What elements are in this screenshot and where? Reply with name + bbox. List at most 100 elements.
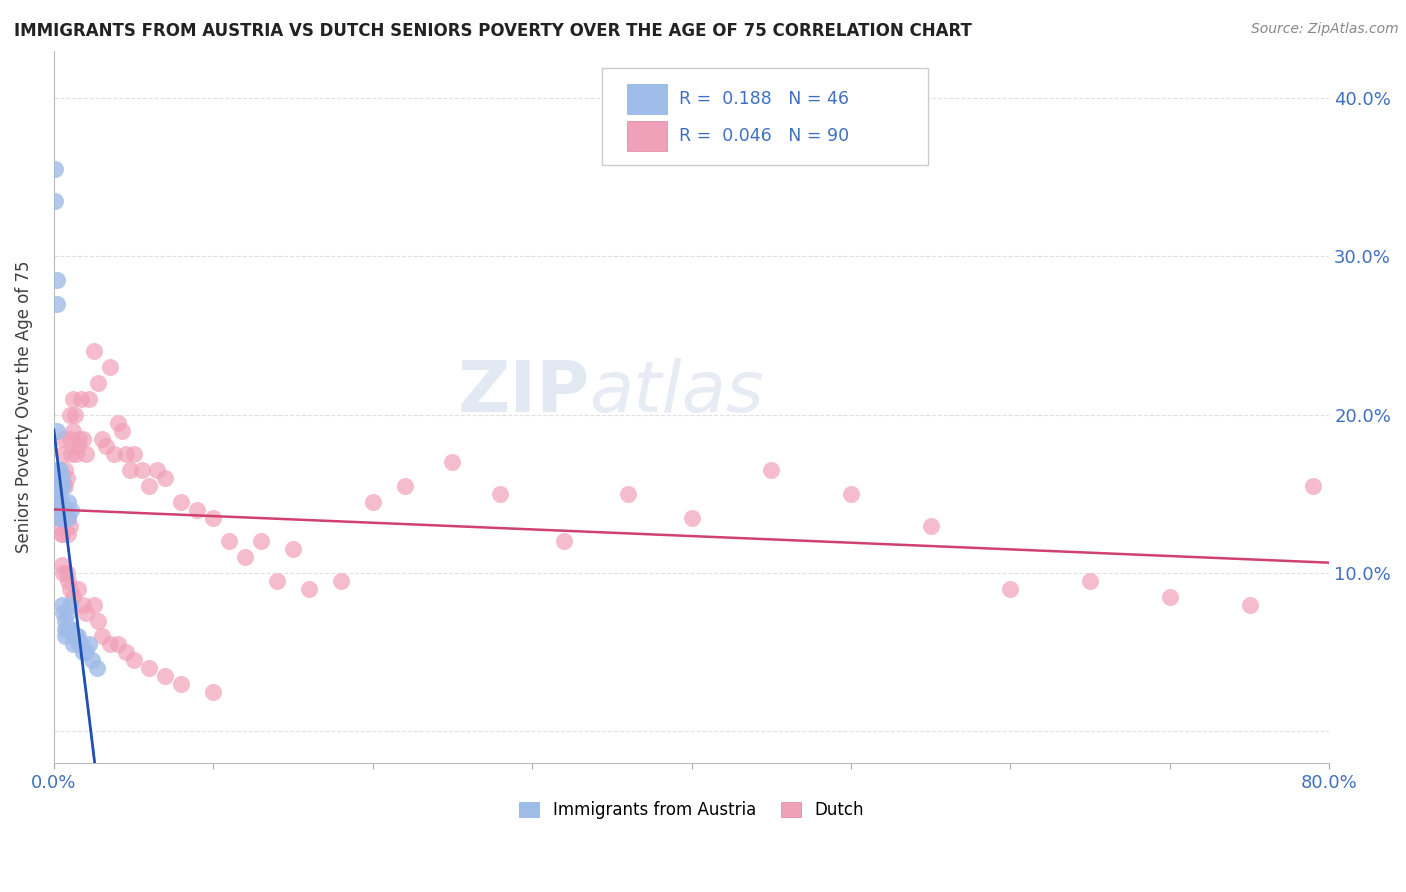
Point [65, 447, 87, 461]
Point [62, 424, 84, 438]
Point [46, 297, 69, 311]
Point [56, 526, 79, 541]
Point [55, 510, 77, 524]
Point [60, 622, 83, 636]
Point [59, 518, 82, 533]
Point [394, 479, 416, 493]
Point [48, 471, 70, 485]
Legend: Immigrants from Austria, Dutch: Immigrants from Austria, Dutch [513, 795, 870, 826]
Point [218, 534, 240, 549]
Point [82, 653, 104, 667]
Point [87, 614, 110, 628]
Point [55, 606, 77, 620]
Point [59, 598, 82, 612]
Point [55, 471, 77, 485]
Point [51, 471, 73, 485]
FancyBboxPatch shape [627, 121, 668, 151]
Point [103, 447, 125, 461]
Point [77, 637, 100, 651]
Point [298, 582, 321, 596]
Point [52, 606, 75, 620]
Point [59, 408, 82, 422]
Point [122, 653, 145, 667]
Point [46, 424, 69, 438]
Point [66, 582, 89, 596]
Point [60, 447, 83, 461]
Point [281, 542, 304, 557]
Point [63, 630, 86, 644]
Point [75, 447, 97, 461]
FancyBboxPatch shape [627, 84, 668, 114]
Point [55, 622, 77, 636]
Point [120, 463, 142, 477]
Text: R =  0.046   N = 90: R = 0.046 N = 90 [679, 128, 849, 145]
Point [202, 685, 225, 699]
Point [170, 495, 193, 509]
Point [49, 463, 72, 477]
Point [62, 637, 84, 651]
Point [51, 495, 73, 509]
Point [111, 424, 134, 438]
Point [56, 495, 79, 509]
Point [441, 455, 464, 469]
Point [59, 432, 82, 446]
Point [49, 503, 72, 517]
Point [616, 487, 638, 501]
Point [75, 645, 97, 659]
Point [77, 392, 100, 406]
Point [53, 479, 76, 493]
Point [44, 162, 66, 177]
Point [131, 463, 153, 477]
Point [83, 344, 105, 359]
Point [52, 566, 75, 581]
Point [59, 622, 82, 636]
Point [155, 669, 177, 683]
Point [553, 534, 575, 549]
Point [66, 440, 89, 454]
Point [44, 194, 66, 208]
Point [62, 630, 84, 644]
Point [67, 432, 90, 446]
Point [170, 677, 193, 691]
Point [233, 550, 256, 565]
FancyBboxPatch shape [602, 69, 928, 165]
Point [98, 637, 121, 651]
Text: atlas: atlas [589, 359, 763, 427]
Point [49, 510, 72, 524]
Point [155, 471, 177, 485]
Point [90, 630, 112, 644]
Point [87, 376, 110, 391]
Point [49, 518, 72, 533]
Point [53, 614, 76, 628]
Point [46, 463, 69, 477]
Point [489, 487, 512, 501]
Point [114, 645, 136, 659]
Point [52, 479, 75, 493]
Point [49, 479, 72, 493]
Text: IMMIGRANTS FROM AUSTRIA VS DUTCH SENIORS POVERTY OVER THE AGE OF 75 CORRELATION : IMMIGRANTS FROM AUSTRIA VS DUTCH SENIORS… [14, 22, 972, 40]
Point [72, 598, 94, 612]
Text: ZIP: ZIP [457, 359, 589, 427]
Point [56, 510, 79, 524]
Text: R =  0.188   N = 46: R = 0.188 N = 46 [679, 90, 849, 108]
Point [46, 495, 69, 509]
Point [62, 590, 84, 604]
Point [53, 622, 76, 636]
Point [60, 503, 83, 517]
Point [107, 416, 129, 430]
Point [1239, 598, 1261, 612]
Point [1000, 582, 1022, 596]
Point [114, 447, 136, 461]
Point [67, 637, 90, 651]
Point [48, 487, 70, 501]
Point [65, 630, 87, 644]
Point [361, 495, 384, 509]
Point [250, 534, 273, 549]
Point [107, 637, 129, 651]
Point [52, 503, 75, 517]
Point [83, 598, 105, 612]
Point [329, 574, 352, 588]
Point [48, 503, 70, 517]
Point [202, 510, 225, 524]
Point [72, 645, 94, 659]
